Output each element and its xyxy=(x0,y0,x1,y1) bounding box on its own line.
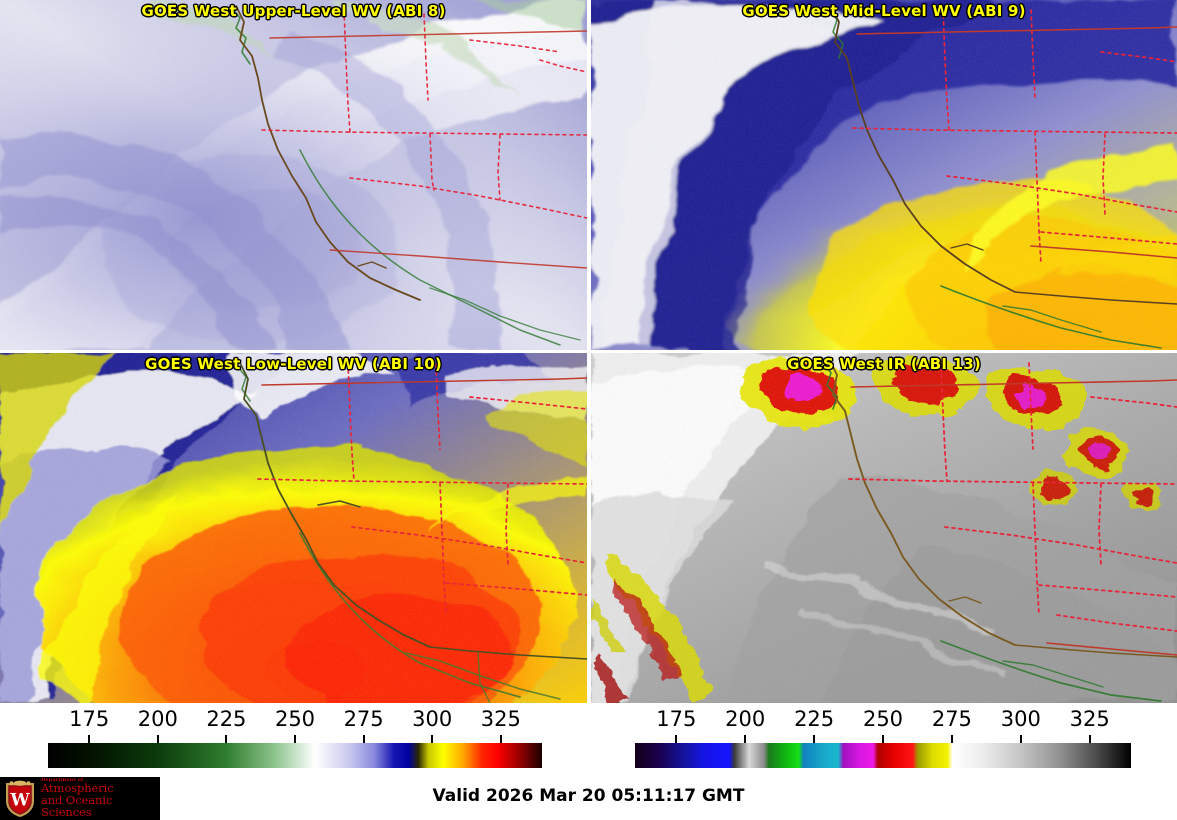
colorbar-tick-label: 175 xyxy=(656,707,697,731)
colorbar-tick-label: 300 xyxy=(412,707,453,731)
colorbar-tick-mark xyxy=(950,735,953,743)
colorbar-tick-label: 200 xyxy=(725,707,766,731)
logo-line-2: and Oceanic Sciences xyxy=(41,793,113,819)
colorbar-tick-mark xyxy=(431,735,434,743)
colorbar-tick-mark xyxy=(813,735,816,743)
colorbar-tick-label: 275 xyxy=(343,707,384,731)
colorbar-wv-labels: 175 200 225 250 275 300 325 xyxy=(0,705,589,735)
footer: W Department of Atmospheric and Oceanic … xyxy=(0,773,1177,820)
colorbar-tick-mark xyxy=(156,735,159,743)
colorbar-tick-mark xyxy=(1019,735,1022,743)
colorbar-ir-labels: 175 200 225 250 275 300 325 xyxy=(589,705,1177,735)
colorbar-tick-mark xyxy=(675,735,678,743)
low-level-wv-image xyxy=(0,353,587,703)
logo-line-1: Atmospheric xyxy=(41,781,114,796)
colorbar-tick-mark xyxy=(225,735,228,743)
uw-aos-logo[interactable]: W Department of Atmospheric and Oceanic … xyxy=(0,777,160,820)
colorbar-tick-label: 200 xyxy=(137,707,178,731)
upper-level-wv-image xyxy=(0,0,587,350)
colorbar-tick-label: 225 xyxy=(794,707,835,731)
colorbar-ir-ticks xyxy=(589,735,1177,743)
colorbar-tick-label: 225 xyxy=(206,707,247,731)
valid-time-label: Valid 2026 Mar 20 05:11:17 GMT xyxy=(432,786,745,806)
panel-upper-level-wv[interactable]: GOES West Upper-Level WV (ABI 8) xyxy=(0,0,587,350)
colorbar-tick-mark xyxy=(1088,735,1091,743)
colorbar-tick-mark xyxy=(882,735,884,743)
colorbar-tick-label: 175 xyxy=(69,707,110,731)
colorbar-tick-mark xyxy=(499,735,502,743)
colorbar-ir-gradient xyxy=(635,743,1131,768)
svg-text:W: W xyxy=(9,790,30,810)
colorbar-infrared[interactable]: 175 200 225 250 275 300 325 xyxy=(589,705,1177,773)
colorbar-wv-ticks xyxy=(0,735,589,743)
uw-aos-logo-text: Department of Atmospheric and Oceanic Sc… xyxy=(41,778,160,818)
logo-department-line: Department of xyxy=(41,777,84,784)
mid-level-wv-image xyxy=(591,0,1177,350)
colorbar-tick-mark xyxy=(362,735,365,743)
colorbar-tick-label: 325 xyxy=(480,707,521,731)
satellite-panel-grid: GOES West Upper-Level WV (ABI 8) xyxy=(0,0,1177,703)
panel-low-level-wv[interactable]: GOES West Low-Level WV (ABI 10) xyxy=(0,353,587,703)
colorbar-tick-mark xyxy=(294,735,296,743)
colorbar-wv-gradient xyxy=(48,743,542,768)
panel-mid-level-wv[interactable]: GOES West Mid-Level WV (ABI 9) xyxy=(591,0,1177,350)
colorbar-tick-label: 250 xyxy=(862,707,904,731)
colorbar-tick-label: 325 xyxy=(1069,707,1110,731)
colorbar-tick-label: 300 xyxy=(1000,707,1041,731)
colorbar-tick-label: 275 xyxy=(931,707,972,731)
colorbar-tick-mark xyxy=(88,735,91,743)
panel-infrared[interactable]: GOES West IR (ABI 13) xyxy=(591,353,1177,703)
uw-crest-icon: W xyxy=(6,780,34,817)
colorbar-water-vapor[interactable]: 175 200 225 250 275 300 325 xyxy=(0,705,589,773)
colorbar-zone: 175 200 225 250 275 300 325 175 200 225 250 275 300… xyxy=(0,705,1177,773)
colorbar-tick-mark xyxy=(744,735,747,743)
infrared-image xyxy=(591,353,1177,703)
colorbar-tick-label: 250 xyxy=(274,707,316,731)
